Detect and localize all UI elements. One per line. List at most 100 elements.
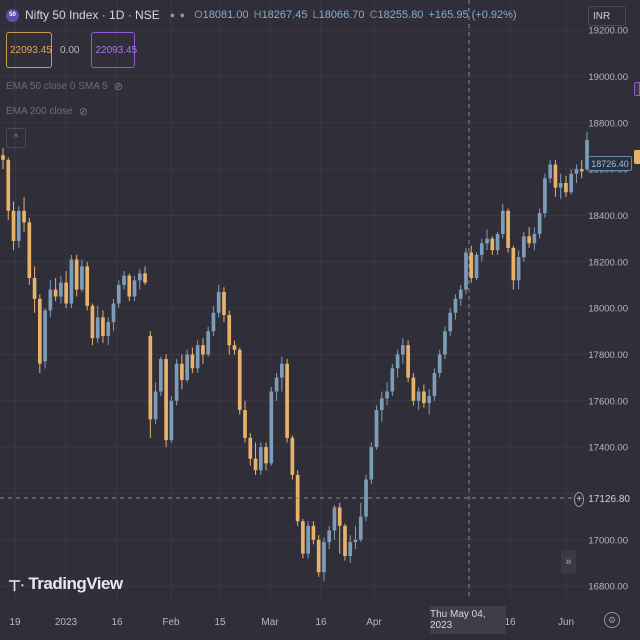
- candle-body: [337, 507, 342, 526]
- candle-body: [322, 542, 326, 573]
- purple-marker: [634, 82, 640, 96]
- x-tick-label: Mar: [261, 617, 279, 628]
- y-tick-label: 18800.00: [588, 118, 628, 129]
- ohlc-values: O18081.00 H18267.45 L18066.70 C18255.80 …: [194, 9, 516, 21]
- scroll-to-realtime-button[interactable]: »: [561, 550, 576, 574]
- candle-body: [443, 331, 447, 355]
- candle-body: [285, 363, 289, 438]
- candle-body: [248, 437, 253, 459]
- candle-body: [416, 391, 421, 401]
- candle-body: [111, 303, 116, 323]
- candle-body: [48, 289, 53, 311]
- candle-body: [427, 396, 432, 404]
- currency-selector[interactable]: INR: [588, 6, 626, 26]
- low-value: 18066.70: [318, 9, 365, 21]
- chevron-up-icon: ^: [13, 132, 19, 144]
- candle-body: [222, 291, 226, 316]
- candle-body: [390, 368, 395, 392]
- candle-body: [564, 183, 568, 193]
- eye-off-icon[interactable]: ⊘: [78, 106, 88, 118]
- candle-body: [548, 164, 553, 179]
- candle-body: [490, 238, 495, 251]
- candle-body: [85, 266, 90, 306]
- currency-label: INR: [593, 10, 611, 22]
- candle-body: [579, 169, 584, 172]
- candle-body: [448, 312, 453, 332]
- x-tick-label: 16: [111, 617, 123, 628]
- tradingview-logo[interactable]: ㄒᐧ TradingView: [8, 574, 123, 594]
- indicator-ema50[interactable]: EMA 50 close 0 SMA 5 ⊘: [6, 80, 123, 93]
- candle-body: [522, 236, 526, 258]
- last-price-label: 18726.40: [588, 156, 632, 171]
- candle-body: [527, 236, 531, 244]
- candle-body: [437, 354, 442, 373]
- eye-off-icon[interactable]: ⊘: [113, 81, 123, 93]
- candle-body: [553, 164, 558, 188]
- sell-button[interactable]: 22093.45: [6, 32, 52, 68]
- candle-body: [22, 210, 26, 223]
- candle-body: [16, 210, 21, 241]
- candle-body: [280, 363, 284, 378]
- y-tick-label: 17000.00: [588, 535, 628, 546]
- candle-body: [137, 273, 142, 281]
- change-value: +165.95 (+0.92%): [428, 9, 517, 21]
- open-label: O: [194, 9, 203, 21]
- candle-body: [511, 247, 516, 281]
- candle-body: [64, 282, 68, 304]
- candle-body: [69, 259, 74, 304]
- candles: [1, 132, 589, 582]
- add-plus-icon[interactable]: +: [574, 491, 585, 507]
- x-tick-label: Apr: [366, 617, 382, 628]
- candle-body: [59, 282, 63, 297]
- gear-icon[interactable]: ⚙: [604, 612, 620, 628]
- candle-body: [180, 363, 184, 380]
- candle-body: [264, 447, 268, 464]
- candle-body: [506, 210, 510, 248]
- candle-body: [201, 345, 205, 355]
- candle-body: [558, 183, 563, 188]
- high-value: 18267.45: [261, 9, 308, 21]
- candle-body: [474, 254, 479, 278]
- candle-body: [232, 345, 237, 350]
- buy-button[interactable]: 22093.45: [91, 32, 137, 68]
- candle-body: [411, 377, 416, 401]
- candle-body: [495, 233, 500, 251]
- candle-body: [453, 298, 458, 313]
- candle-body: [274, 377, 279, 392]
- candle-body: [74, 259, 79, 290]
- candle-body: [211, 312, 216, 332]
- collapse-indicators-button[interactable]: ^: [6, 128, 26, 148]
- candle-body: [537, 213, 542, 234]
- candle-body: [216, 291, 221, 313]
- y-tick-label: 18200.00: [588, 257, 628, 268]
- candle-body: [395, 354, 400, 369]
- x-tick-label: Feb: [162, 617, 180, 628]
- candle-body: [37, 298, 42, 364]
- candle-body: [301, 521, 305, 554]
- x-tick-label: Jun: [558, 617, 574, 628]
- candle-body: [158, 359, 163, 392]
- candle-body: [190, 354, 195, 369]
- candle-body: [401, 345, 405, 355]
- candle-body: [585, 139, 589, 170]
- y-tick-label: 19000.00: [588, 72, 628, 83]
- symbol-title[interactable]: Nifty 50 Index · 1D · NSE: [25, 8, 160, 22]
- candle-body: [237, 349, 242, 411]
- candle-body: [516, 257, 521, 281]
- y-tick-label: 18400.00: [588, 211, 628, 222]
- indicator-label: EMA 200 close: [6, 106, 73, 117]
- indicator-label: EMA 50 close 0 SMA 5: [6, 81, 108, 92]
- candle-body: [148, 335, 153, 420]
- brand-name: TradingView: [28, 574, 123, 593]
- y-tick-label: 16800.00: [588, 582, 628, 593]
- candle-body: [406, 345, 410, 378]
- x-tick-label: 19: [9, 617, 21, 628]
- indicator-ema200[interactable]: EMA 200 close ⊘: [6, 105, 88, 118]
- candle-body: [348, 542, 353, 556]
- candle-body: [327, 530, 332, 543]
- candle-body: [185, 354, 189, 380]
- candle-body: [195, 345, 200, 369]
- x-tick-label: 16: [504, 617, 516, 628]
- candle-body: [364, 479, 368, 517]
